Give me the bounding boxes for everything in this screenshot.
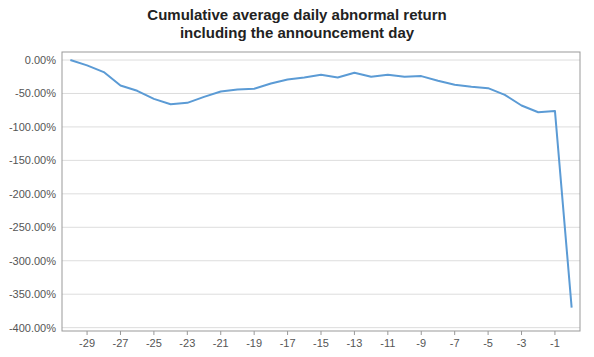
- x-tick: [220, 331, 221, 335]
- x-tick-label: -3: [517, 337, 527, 349]
- y-tick-label: -250.00%: [9, 221, 56, 233]
- grid-line: [62, 60, 580, 61]
- title: Cumulative average daily abnormal return…: [147, 6, 446, 41]
- grid-line: [62, 294, 580, 295]
- grid-line: [62, 227, 580, 228]
- x-tick-label: -11: [380, 337, 395, 349]
- x-tick: [488, 331, 489, 335]
- x-tick-label: -7: [450, 337, 460, 349]
- x-tick-label: -25: [146, 337, 162, 349]
- grid-line: [62, 160, 580, 161]
- x-tick: [153, 331, 154, 335]
- x-tick: [87, 331, 88, 335]
- x-tick: [287, 331, 288, 335]
- plot-area: [70, 60, 571, 308]
- y-tick-label: -50.00%: [15, 87, 56, 99]
- y-tick-label: -150.00%: [9, 154, 56, 166]
- x-tick: [521, 331, 522, 335]
- x-tick-label: -9: [416, 337, 426, 349]
- y-tick-label: -350.00%: [9, 288, 56, 300]
- x-tick-label: -5: [483, 337, 493, 349]
- x-tick: [120, 331, 121, 335]
- grid-line: [62, 193, 580, 194]
- y-tick-label: -400.00%: [9, 322, 56, 334]
- x-tick: [187, 331, 188, 335]
- x-tick-label: -15: [313, 337, 329, 349]
- grid-line: [62, 126, 580, 127]
- grid-line: [62, 260, 580, 261]
- x-tick-label: -19: [246, 337, 262, 349]
- grid: [62, 60, 580, 328]
- x-tick: [454, 331, 455, 335]
- x-tick: [554, 331, 555, 335]
- x-tick-label: -27: [113, 337, 129, 349]
- y-tick-label: -300.00%: [9, 255, 56, 267]
- grid-line: [62, 327, 580, 328]
- x-tick-label: -29: [79, 337, 95, 349]
- x-tick: [354, 331, 355, 335]
- plot-frame: [62, 52, 580, 331]
- y-tick-label: -200.00%: [9, 188, 56, 200]
- x-tick-label: -23: [179, 337, 195, 349]
- line: [70, 60, 571, 308]
- x-tick-label: -1: [550, 337, 560, 349]
- y-tick-label: 0.00%: [25, 54, 56, 66]
- x-tick: [254, 331, 255, 335]
- x-tick: [321, 331, 322, 335]
- chart: Cumulative average daily abnormal return…: [0, 0, 594, 357]
- y-tick-label: -100.00%: [9, 121, 56, 133]
- x-tick-label: -17: [280, 337, 296, 349]
- x-tick: [421, 331, 422, 335]
- x-tick-label: -21: [213, 337, 229, 349]
- x-tick: [387, 331, 388, 335]
- x-tick-label: -13: [346, 337, 362, 349]
